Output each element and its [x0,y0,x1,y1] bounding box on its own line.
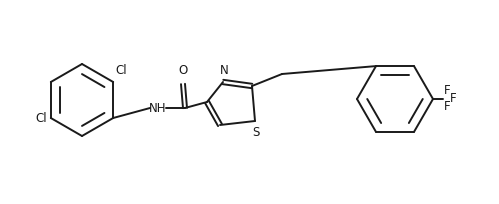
Text: N: N [220,64,229,77]
Text: F: F [450,92,457,105]
Text: NH: NH [149,102,167,114]
Text: F: F [444,101,451,113]
Text: S: S [252,126,259,139]
Text: Cl: Cl [35,112,47,124]
Text: Cl: Cl [115,64,127,77]
Text: O: O [178,64,188,77]
Text: F: F [444,84,451,98]
